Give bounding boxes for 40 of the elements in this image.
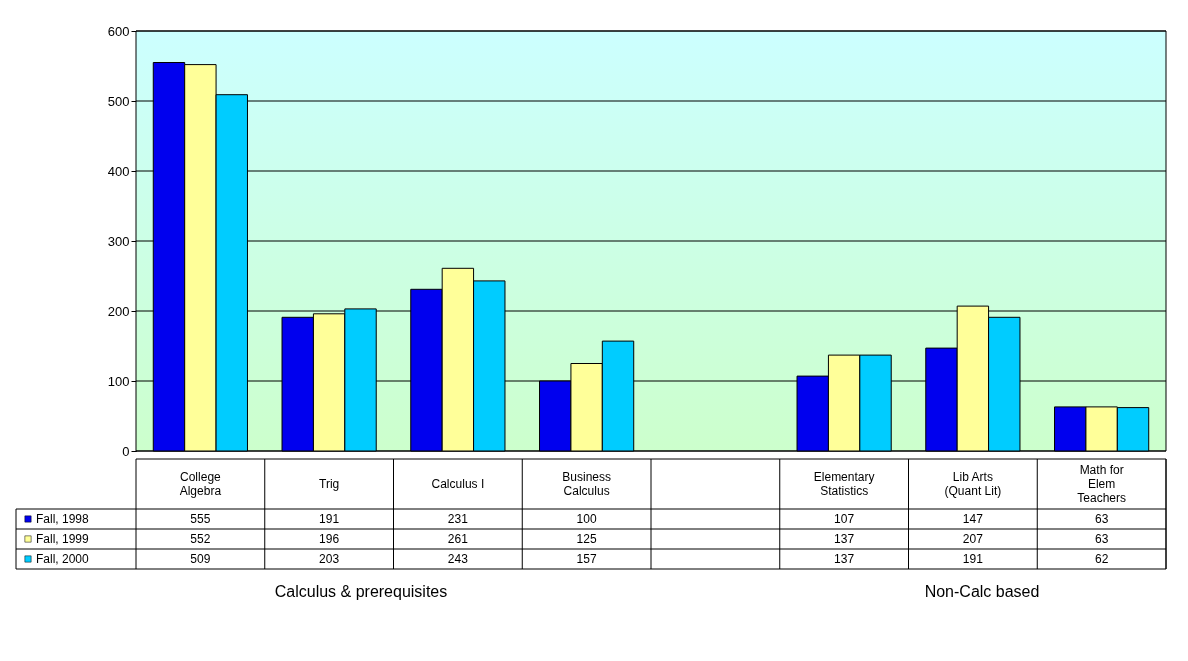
data-label: 196 (319, 532, 340, 546)
data-label: 509 (190, 552, 211, 566)
data-label: 125 (576, 532, 597, 546)
data-label: 231 (447, 512, 469, 526)
data-label: 107 (834, 512, 855, 526)
y-tick-label: 0 (122, 443, 130, 459)
legend-label: Fall, 2000 (36, 552, 90, 566)
data-label: 157 (576, 552, 597, 566)
data-label: 147 (962, 512, 984, 526)
data-label: 552 (190, 532, 211, 546)
x-tick-label: Elementary Statistics (813, 470, 875, 498)
text: Non-Calc based (924, 583, 1040, 600)
y-tick-label: 300 (107, 233, 130, 249)
legend-label: Fall, 1998 (36, 512, 90, 526)
x-tick-label: College Algebra (179, 470, 222, 498)
y-tick-label: 100 (107, 373, 130, 389)
data-label: 137 (834, 552, 855, 566)
data-label: 62 (1094, 552, 1109, 566)
legend-label: Fall, 1999 (36, 532, 90, 546)
data-label: 137 (834, 532, 855, 546)
y-tick-label: 400 (107, 163, 130, 179)
data-label: 555 (190, 512, 211, 526)
x-tick-label: Trig (319, 477, 340, 491)
data-label: 100 (576, 512, 597, 526)
x-tick-label: Business Calculus (562, 470, 611, 498)
data-label: 261 (447, 532, 469, 546)
data-label: 63 (1094, 532, 1109, 546)
y-tick-label: 600 (107, 23, 130, 39)
data-label: 191 (319, 512, 340, 526)
text: Calculus & prerequisites (274, 583, 448, 600)
data-label: 63 (1094, 512, 1109, 526)
x-tick-label: Math for Elem Teachers (1077, 463, 1126, 505)
x-tick-label: Calculus I (431, 477, 485, 491)
x-tick-label: Lib Arts (Quant Lit) (944, 470, 1002, 498)
data-label: 243 (447, 552, 469, 566)
data-label: 207 (962, 532, 984, 546)
y-tick-label: 200 (107, 303, 130, 319)
data-label: 191 (962, 552, 984, 566)
y-tick-label: 500 (107, 93, 130, 109)
data-label: 203 (319, 552, 340, 566)
